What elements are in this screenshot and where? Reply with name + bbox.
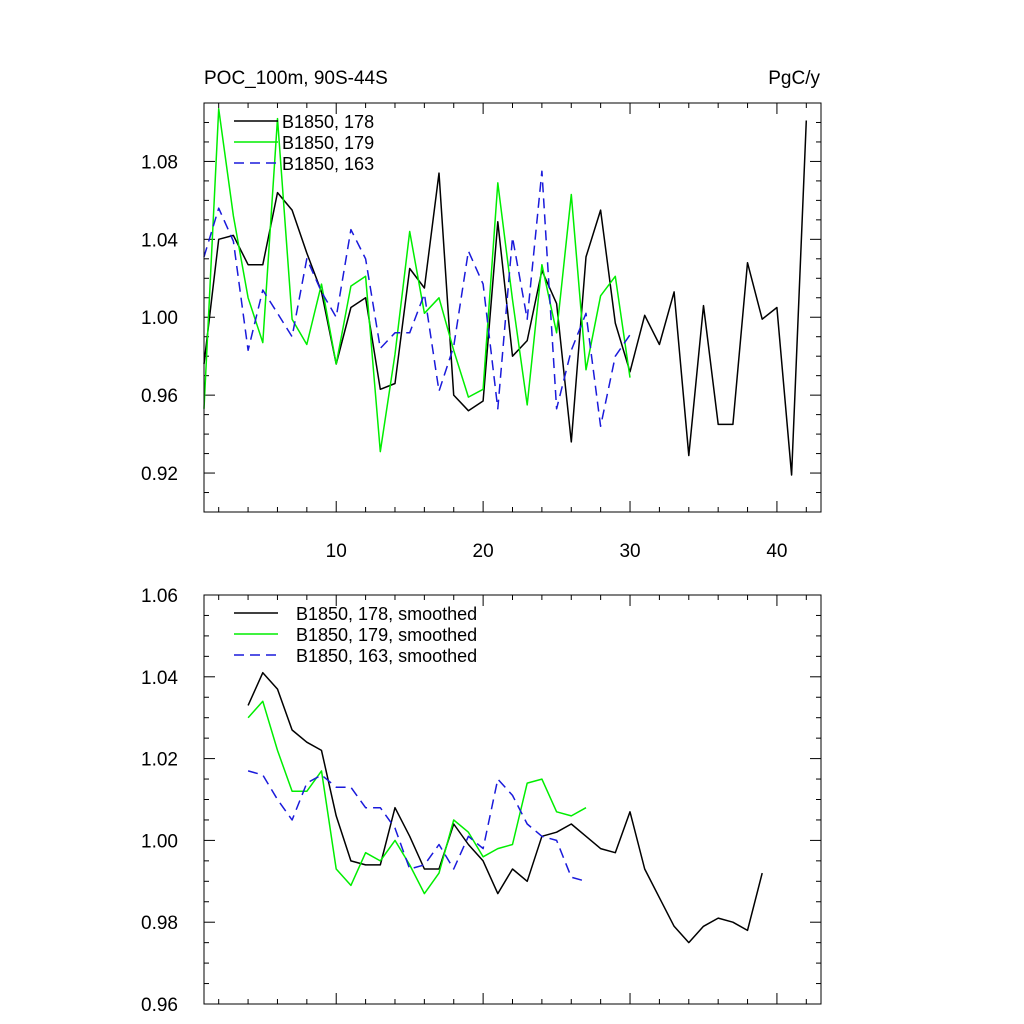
- y-tick-label: 1.04: [141, 668, 178, 689]
- top-panel: POC_100m, 90S-44S PgC/y 0.92 0.96 1.00 1.04…: [141, 68, 822, 562]
- series-line-b1850-163-smoothed: [247, 770, 587, 883]
- series-line-b1850-178: [203, 120, 808, 476]
- series-line-b1850-178-smoothed: [247, 671, 763, 944]
- x-tick-label: 30: [619, 541, 640, 562]
- bottom-axis-ticks: 0.96 0.98 1.00 1.02 1.04 1.06: [141, 586, 821, 1016]
- chart-title: POC_100m, 90S-44S: [204, 68, 388, 89]
- bottom-series-lines: [247, 671, 763, 944]
- series-line-b1850-163: [203, 170, 631, 428]
- y-tick-label: 0.96: [141, 386, 178, 407]
- y-tick-label: 0.98: [141, 913, 178, 934]
- legend-label: B1850, 178, smoothed: [296, 604, 477, 624]
- legend-label: B1850, 178: [282, 112, 374, 132]
- legend-label: B1850, 179: [282, 133, 374, 153]
- bottom-panel: 0.96 0.98 1.00 1.02 1.04 1.06 B1850, 178, smo…: [141, 586, 822, 1016]
- x-tick-label: 40: [766, 541, 787, 562]
- top-axis-ticks: 0.92 0.96 1.00 1.04 1.08 10 20 30 40: [141, 102, 821, 562]
- y-tick-label: 1.00: [141, 831, 178, 852]
- y-tick-label: 1.04: [141, 230, 178, 251]
- series-line-b1850-179: [203, 108, 631, 453]
- series-line-b1850-179-smoothed: [247, 700, 587, 895]
- units-label: PgC/y: [768, 68, 820, 89]
- bottom-plot-frame: [203, 594, 822, 1005]
- y-tick-label: 1.00: [141, 308, 178, 329]
- legend-label: B1850, 179, smoothed: [296, 625, 477, 645]
- y-tick-label: 1.08: [141, 152, 178, 173]
- y-tick-label: 1.06: [141, 586, 178, 607]
- y-tick-label: 0.92: [141, 464, 178, 485]
- top-plot-frame: [203, 102, 822, 513]
- y-tick-label: 1.02: [141, 750, 178, 771]
- y-tick-label: 0.96: [141, 995, 178, 1016]
- top-series-lines: [203, 108, 808, 476]
- x-tick-label: 20: [473, 541, 494, 562]
- legend-label: B1850, 163: [282, 154, 374, 174]
- x-tick-label: 10: [326, 541, 347, 562]
- legend-label: B1850, 163, smoothed: [296, 646, 477, 666]
